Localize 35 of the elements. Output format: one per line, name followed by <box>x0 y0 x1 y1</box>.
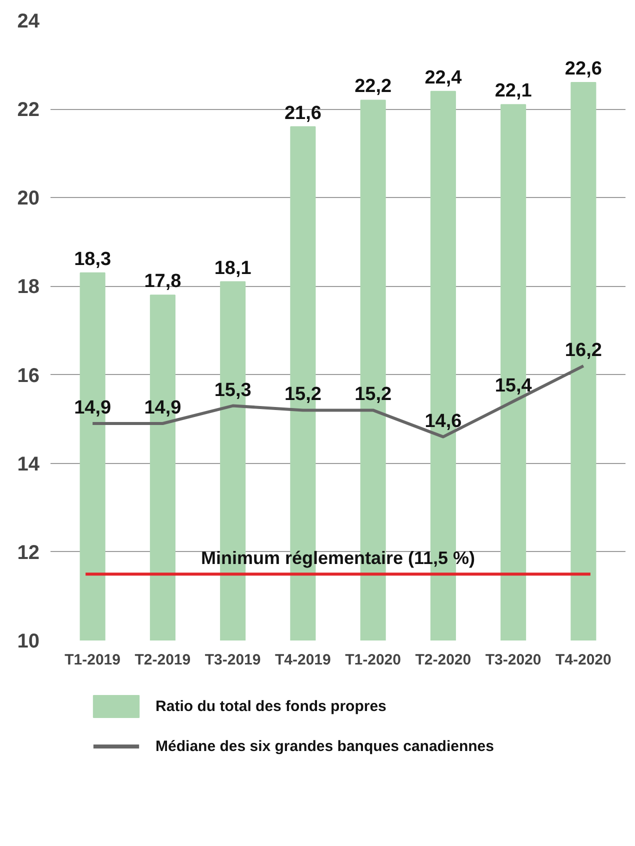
y-tick-label: 24 <box>17 10 40 32</box>
x-tick-label: T1-2020 <box>345 652 401 668</box>
data-label: 17,8 <box>144 271 182 292</box>
x-tick-label: T4-2020 <box>555 652 612 668</box>
data-label: 15,4 <box>494 375 532 396</box>
x-tick-label: T3-2019 <box>204 652 261 668</box>
y-tick-label: 22 <box>17 99 40 122</box>
data-label: 22,4 <box>424 67 462 88</box>
data-label: 16,2 <box>564 340 602 361</box>
y-tick-label: 16 <box>17 364 40 387</box>
data-label: 22,1 <box>494 80 532 102</box>
x-tick-label: T4-2019 <box>275 652 331 668</box>
y-tick-label: 14 <box>17 453 40 476</box>
legend-label: Médiane des six grandes banques canadiennes <box>156 738 494 755</box>
data-label: 22,2 <box>354 76 392 98</box>
legend-label: Ratio du total des fonds propres <box>156 698 386 715</box>
data-label: 14,9 <box>144 398 182 418</box>
y-tick-label: 20 <box>17 188 40 210</box>
y-tick-label: 18 <box>17 276 40 298</box>
data-label: 15,2 <box>354 384 392 406</box>
ref-line-label: Minimum réglementaire (11,5 %) <box>200 548 476 568</box>
data-label: 15,3 <box>214 380 252 401</box>
x-tick-label: T2-2019 <box>134 652 191 668</box>
data-label: 18,3 <box>74 248 112 270</box>
y-tick-label: 10 <box>17 630 40 652</box>
data-label: 18,1 <box>214 258 252 279</box>
data-label: 14,6 <box>424 410 462 432</box>
data-label: 14,9 <box>74 398 112 418</box>
x-tick-label: T1-2019 <box>64 652 121 668</box>
x-tick-label: T2-2020 <box>415 652 472 668</box>
data-label: 22,6 <box>564 58 602 80</box>
x-tick-label: T3-2020 <box>485 652 542 668</box>
data-label: 15,2 <box>284 384 322 406</box>
y-tick-label: 12 <box>17 542 40 564</box>
data-label: 21,6 <box>284 102 322 124</box>
